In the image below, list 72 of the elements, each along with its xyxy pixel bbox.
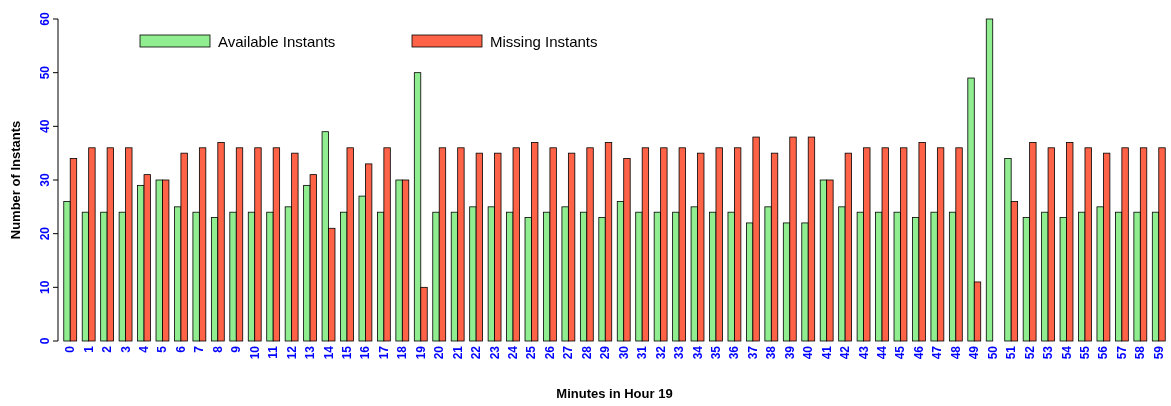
bar xyxy=(985,18,994,342)
x-tick-label: 20 xyxy=(432,345,447,360)
x-tick-label: 34 xyxy=(690,345,705,360)
x-tick-label: 55 xyxy=(1077,345,1092,360)
y-tick-label: 40 xyxy=(38,119,52,134)
x-tick-label: 36 xyxy=(727,345,742,360)
x-tick-label: 8 xyxy=(210,345,225,353)
x-tick-label: 11 xyxy=(266,345,281,359)
x-tick-label: 40 xyxy=(801,345,816,360)
x-tick-label: 28 xyxy=(579,345,594,360)
x-tick-label: 46 xyxy=(911,345,926,360)
x-tick-label: 23 xyxy=(487,345,502,360)
legend-label: Missing Instants xyxy=(490,33,598,50)
y-tick-label: 50 xyxy=(38,65,52,80)
x-tick-label: 31 xyxy=(635,345,650,360)
x-tick-label: 18 xyxy=(395,345,410,360)
x-tick-label: 9 xyxy=(229,345,244,353)
x-tick-label: 58 xyxy=(1133,345,1148,360)
x-tick-label: 6 xyxy=(173,345,188,353)
x-tick-label: 26 xyxy=(542,345,557,360)
x-tick-label: 59 xyxy=(1151,345,1166,360)
x-tick-label: 38 xyxy=(764,345,779,360)
x-tick-label: 16 xyxy=(358,345,373,360)
x-tick-label: 42 xyxy=(838,345,853,360)
x-tick-label: 2 xyxy=(100,345,115,353)
x-tick-label: 53 xyxy=(1041,345,1056,360)
x-tick-label: 1 xyxy=(81,345,96,353)
x-tick-label: 37 xyxy=(745,345,760,360)
x-tick-label: 17 xyxy=(376,345,391,360)
x-tick-label: 24 xyxy=(506,345,521,360)
x-tick-label: 19 xyxy=(413,345,428,360)
x-tick-label: 10 xyxy=(247,345,262,360)
x-tick-label: 43 xyxy=(856,345,871,360)
x-tick-label: 44 xyxy=(875,345,890,360)
x-axis-title: Minutes in Hour 19 xyxy=(556,386,673,401)
x-tick-label: 22 xyxy=(469,345,484,360)
x-tick-label: 30 xyxy=(616,345,631,360)
x-tick-label: 12 xyxy=(284,345,299,360)
x-tick-label: 4 xyxy=(137,345,152,353)
x-tick-label: 29 xyxy=(598,345,613,360)
x-tick-label: 7 xyxy=(192,345,207,353)
y-tick-label: 60 xyxy=(38,12,52,26)
x-tick-label: 21 xyxy=(450,345,465,360)
x-tick-label: 14 xyxy=(321,345,336,360)
x-tick-label: 25 xyxy=(524,345,539,360)
x-tick-label: 33 xyxy=(672,345,687,360)
x-tick-label: 54 xyxy=(1059,345,1074,360)
y-tick-label: 0 xyxy=(38,337,52,345)
x-tick-label: 57 xyxy=(1114,345,1129,360)
y-tick-label: 10 xyxy=(38,280,52,295)
x-tick-label: 15 xyxy=(339,345,354,360)
x-tick-label: 35 xyxy=(708,345,723,360)
x-tick-label: 56 xyxy=(1096,345,1111,360)
y-tick-label: 30 xyxy=(38,173,52,187)
x-tick-label: 50 xyxy=(985,345,1000,360)
legend-label: Available Instants xyxy=(218,33,336,50)
y-axis-title: Number of Instants xyxy=(8,120,23,240)
x-tick-label: 39 xyxy=(782,345,797,360)
x-tick-label: 48 xyxy=(948,345,963,360)
x-tick-label: 51 xyxy=(1004,345,1019,360)
x-tick-label: 3 xyxy=(118,345,133,353)
x-tick-label: 52 xyxy=(1022,345,1037,360)
x-tick-label: 0 xyxy=(63,345,78,353)
x-tick-label: 13 xyxy=(303,345,318,360)
x-tick-label: 47 xyxy=(930,345,945,360)
y-tick-label: 20 xyxy=(38,226,52,241)
x-tick-label: 5 xyxy=(155,345,170,353)
x-tick-label: 32 xyxy=(653,345,668,360)
x-tick-label: 45 xyxy=(893,345,908,360)
x-tick-label: 27 xyxy=(561,345,576,360)
x-tick-label: 49 xyxy=(967,345,982,360)
x-tick-label: 41 xyxy=(819,345,834,360)
